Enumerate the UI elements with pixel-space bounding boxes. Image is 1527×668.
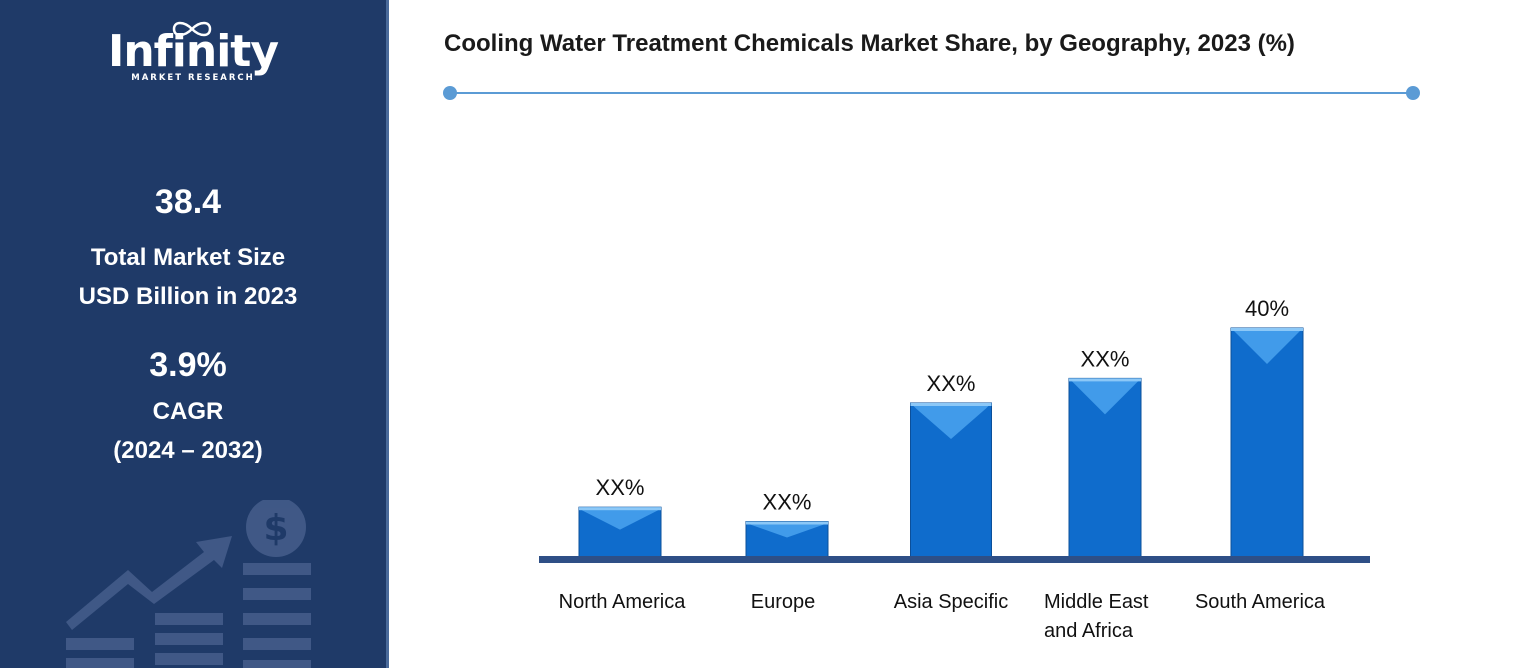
cagr-label: CAGR (2024 – 2032) — [0, 392, 376, 470]
bar-top-highlight — [746, 521, 828, 525]
bar-top-bevel — [746, 521, 828, 538]
category-label-line: and Africa — [1044, 620, 1134, 642]
category-label-line: Europe — [751, 591, 816, 613]
category-label-line: Asia Specific — [894, 591, 1009, 613]
title-underline — [450, 92, 1413, 94]
category-label: Middle East and Africa — [1044, 591, 1149, 642]
bar-top-bevel — [1069, 378, 1141, 415]
data-label: XX% — [1081, 346, 1130, 371]
title-underline-right-dot — [1406, 86, 1420, 100]
bar-4 — [1068, 377, 1142, 558]
sidebar-divider — [386, 0, 389, 668]
data-label: XX% — [596, 475, 645, 500]
logo-name: Infinity — [107, 26, 279, 77]
bar-1 — [578, 506, 662, 558]
category-label-line: Middle East — [1044, 591, 1149, 613]
data-label: 40% — [1245, 296, 1289, 321]
bar-5 — [1230, 327, 1304, 558]
title-underline-left-dot — [443, 86, 457, 100]
sidebar-panel — [0, 0, 386, 668]
cagr-value: 3.9% — [149, 346, 227, 384]
category-label-line: South America — [1195, 591, 1326, 613]
category-label: Europe — [751, 591, 816, 613]
cagr-label-line1: CAGR — [152, 398, 224, 425]
category-label: South America — [1195, 591, 1326, 613]
category-label: North America — [559, 591, 687, 613]
cagr-label-line2: (2024 – 2032) — [113, 437, 263, 464]
svg-text:$: $ — [263, 508, 288, 549]
bar-top-highlight — [1231, 328, 1303, 331]
x-axis-baseline — [539, 556, 1370, 563]
bar-2 — [745, 521, 829, 558]
bar-top-highlight — [579, 507, 661, 511]
infinity-symbol-icon — [172, 21, 212, 37]
category-label-line: North America — [559, 591, 687, 613]
bar-top-highlight — [1069, 378, 1141, 382]
category-label: Asia Specific — [894, 591, 1009, 613]
dollar-growth-chart-icon: $ — [66, 500, 311, 668]
bar-top-highlight — [910, 402, 992, 406]
market-size-label: Total Market Size USD Billion in 2023 — [0, 238, 376, 316]
bar-top-bevel — [579, 507, 661, 530]
market-size-value: 38.4 — [154, 183, 222, 221]
data-label: XX% — [927, 371, 976, 396]
bar-top-bevel — [1231, 328, 1303, 364]
market-size-label-line2: USD Billion in 2023 — [78, 283, 298, 310]
brand-logo: Infinity MARKET RESEARCH — [0, 21, 386, 83]
market-size-label-line1: Total Market Size — [90, 244, 286, 271]
bar-3 — [910, 402, 992, 558]
chart-title: Cooling Water Treatment Chemicals Market… — [444, 30, 1295, 57]
labels-layer: XX% North America XX% Europe XX% Asia Specifi… — [559, 296, 1326, 642]
bar-top-bevel — [910, 402, 992, 439]
bars-layer — [578, 327, 1304, 558]
logo-tagline: MARKET RESEARCH — [131, 73, 255, 83]
data-label: XX% — [763, 490, 812, 515]
